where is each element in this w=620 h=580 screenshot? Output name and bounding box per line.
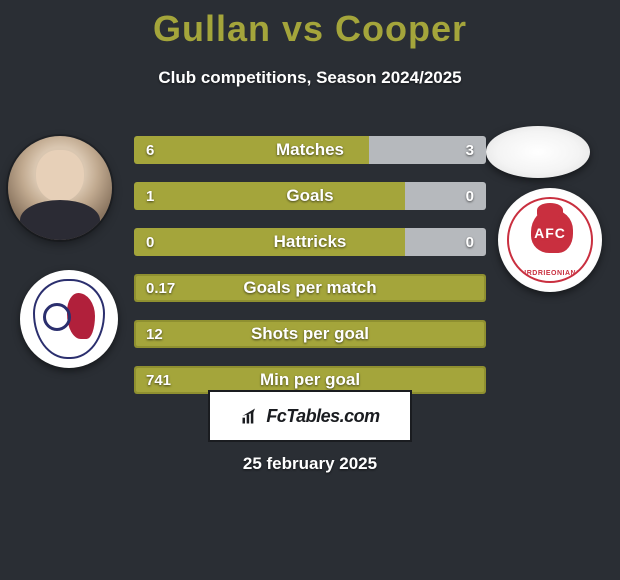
stat-track <box>134 274 486 302</box>
stat-track <box>134 182 486 210</box>
stat-bars: Matches63Goals10Hattricks00Goals per mat… <box>134 136 486 412</box>
subtitle: Club competitions, Season 2024/2025 <box>0 68 620 88</box>
player-right-name: Cooper <box>335 8 467 49</box>
club-crest-left-shield <box>33 279 105 359</box>
stat-bar-left <box>134 182 405 210</box>
player-left-avatar <box>8 136 112 240</box>
crest-right-arc: AIRDRIEONIANS <box>509 270 591 277</box>
stat-bar-left <box>134 136 369 164</box>
player-right-avatar <box>486 126 590 178</box>
stat-row: Goals10 <box>134 182 486 210</box>
stat-row: Matches63 <box>134 136 486 164</box>
stat-value-left: 0 <box>146 228 154 256</box>
stat-row: Hattricks00 <box>134 228 486 256</box>
stat-track <box>134 228 486 256</box>
stat-bar-left-fill <box>136 322 484 346</box>
stat-value-left: 1 <box>146 182 154 210</box>
crest-right-afc: AFC <box>509 225 591 241</box>
snapshot-date: 25 february 2025 <box>0 454 620 474</box>
stat-row: Shots per goal12 <box>134 320 486 348</box>
stat-value-left: 0.17 <box>146 274 175 302</box>
club-crest-right: AFC AIRDRIEONIANS <box>498 188 602 292</box>
stat-value-right: 3 <box>466 136 474 164</box>
title-vs: vs <box>282 8 324 49</box>
stat-bar-left-fill <box>136 368 484 392</box>
stat-value-right: 0 <box>466 228 474 256</box>
brand-box: FcTables.com <box>208 390 412 442</box>
stat-value-left: 6 <box>146 136 154 164</box>
stat-track <box>134 136 486 164</box>
stat-value-left: 741 <box>146 366 171 394</box>
stat-row: Goals per match0.17 <box>134 274 486 302</box>
stat-bar-left-fill <box>136 276 484 300</box>
comparison-title: Gullan vs Cooper <box>0 0 620 50</box>
brand-logo-icon <box>240 406 260 426</box>
club-crest-right-circle: AFC AIRDRIEONIANS <box>507 197 593 283</box>
player-left-name: Gullan <box>153 8 271 49</box>
club-crest-left <box>20 270 118 368</box>
brand-text: FcTables.com <box>266 406 379 427</box>
stat-track <box>134 320 486 348</box>
stat-bar-left <box>134 228 405 256</box>
stat-value-right: 0 <box>466 182 474 210</box>
stat-value-left: 12 <box>146 320 163 348</box>
